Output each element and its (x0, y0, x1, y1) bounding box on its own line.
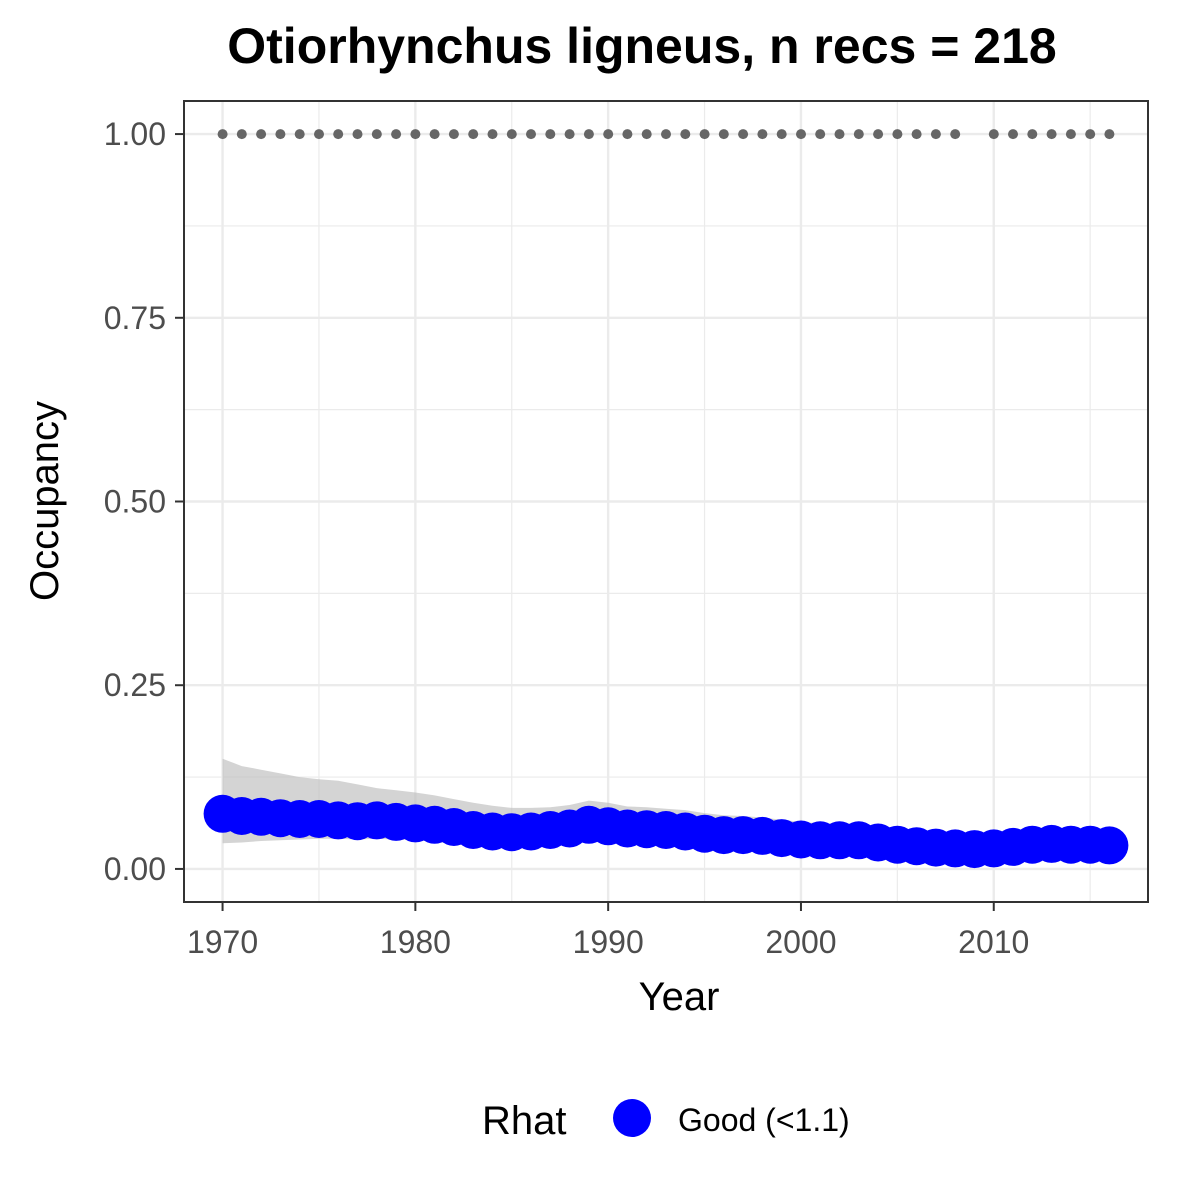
record-point (988, 129, 999, 140)
legend-title: Rhat (482, 1099, 567, 1143)
x-axis: 1970 1980 1990 2000 2010 (187, 902, 1029, 960)
record-point (911, 129, 922, 140)
record-point (950, 129, 961, 140)
record-point (1065, 129, 1076, 140)
record-point (429, 129, 440, 140)
record-point (1104, 129, 1115, 140)
legend-swatch-good (613, 1099, 651, 1137)
record-point (661, 129, 671, 140)
record-point (718, 129, 729, 140)
record-point (448, 129, 459, 140)
record-point (757, 129, 768, 140)
record-point (776, 129, 787, 140)
record-point (796, 129, 806, 140)
x-tick-label: 1980 (380, 924, 451, 960)
record-point (506, 129, 517, 140)
records-points (217, 129, 1115, 140)
y-axis: 0.00 0.25 0.50 0.75 1.00 (104, 116, 184, 887)
record-point (217, 129, 228, 140)
record-point (699, 129, 710, 140)
record-point (1085, 129, 1096, 140)
record-point (526, 129, 536, 140)
record-point (487, 129, 498, 140)
record-point (236, 129, 247, 140)
record-point (853, 129, 864, 140)
legend-label-good: Good (<1.1) (678, 1102, 850, 1138)
record-point (545, 129, 556, 140)
record-point (256, 129, 267, 140)
record-point (371, 129, 382, 140)
record-point (930, 129, 941, 140)
record-point (333, 129, 344, 140)
major-gridlines (184, 101, 1148, 902)
x-tick-label: 2000 (765, 924, 836, 960)
y-tick-label: 0.50 (104, 484, 166, 520)
record-point (275, 129, 286, 140)
record-point (314, 129, 324, 140)
y-tick-label: 0.00 (104, 851, 166, 887)
x-tick-label: 1970 (187, 924, 258, 960)
record-point (815, 129, 826, 140)
legend: Rhat Good (<1.1) (482, 1099, 850, 1143)
record-point (738, 129, 749, 140)
record-point (1027, 129, 1038, 140)
record-point (873, 129, 884, 140)
y-tick-label: 0.25 (104, 667, 166, 703)
chart-title: Otiorhynchus ligneus, n recs = 218 (227, 18, 1056, 74)
record-point (1008, 129, 1018, 140)
x-axis-title: Year (639, 975, 720, 1019)
record-point (294, 129, 305, 140)
record-point (892, 129, 903, 140)
record-point (410, 129, 421, 140)
y-tick-label: 0.75 (104, 300, 166, 336)
record-point (1046, 129, 1057, 140)
record-point (680, 129, 691, 140)
record-point (834, 129, 845, 140)
y-tick-label: 1.00 (104, 116, 166, 152)
record-point (352, 129, 363, 140)
record-point (603, 129, 614, 140)
occupancy-point (1090, 826, 1129, 865)
record-point (583, 129, 594, 140)
plot-panel (183, 100, 1149, 903)
record-point (468, 129, 479, 140)
occupancy-points (203, 794, 1129, 869)
x-tick-label: 1990 (573, 924, 644, 960)
y-axis-title: Occupancy (23, 401, 67, 601)
record-point (391, 129, 402, 140)
record-point (564, 129, 575, 140)
x-tick-label: 2010 (958, 924, 1029, 960)
record-point (641, 129, 652, 140)
record-point (622, 129, 633, 140)
